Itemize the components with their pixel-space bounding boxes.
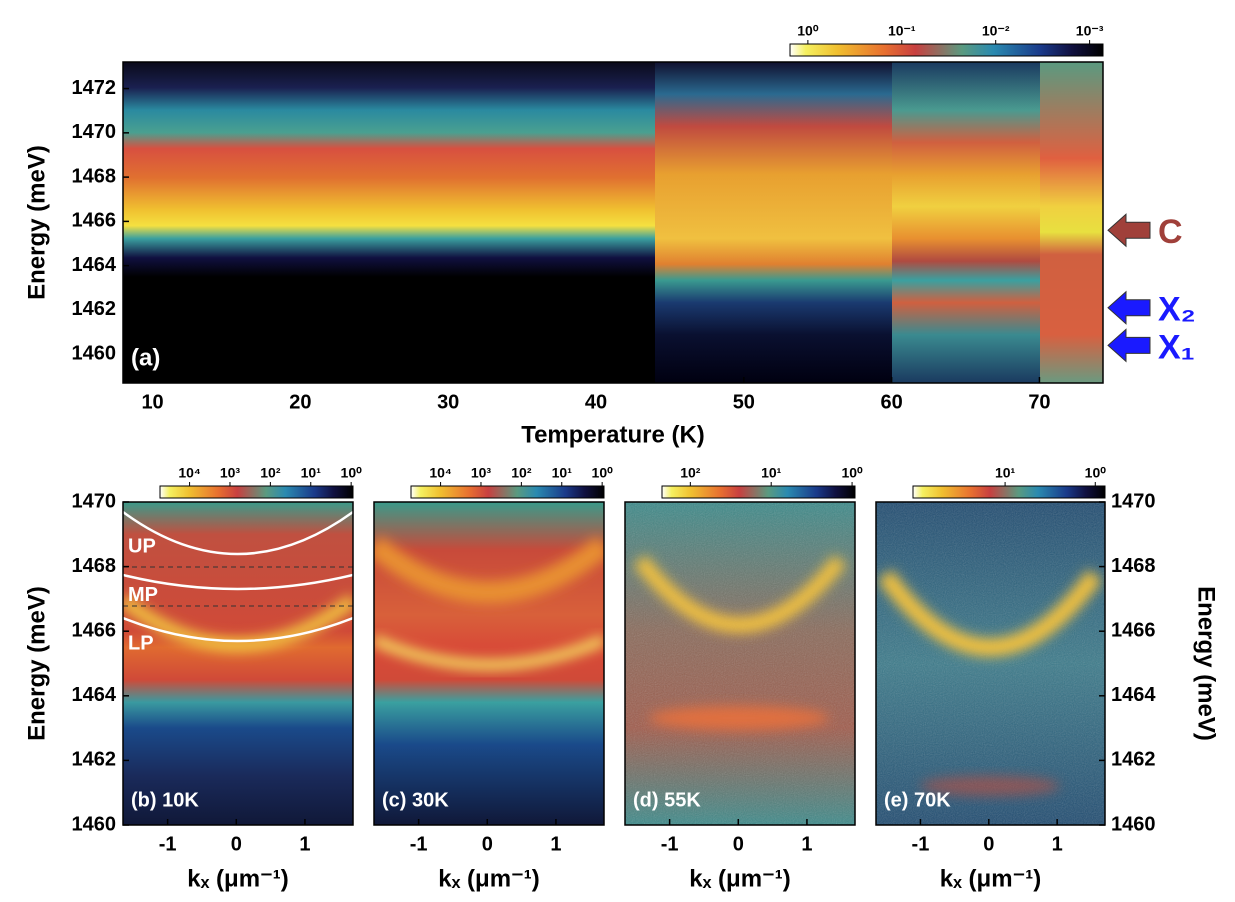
colorbar-tick-label: 10⁻² (982, 23, 1010, 39)
y-tick-label: 1464 (72, 254, 117, 276)
panel-label: (d) 55K (633, 789, 701, 811)
plot-frame (875, 501, 1106, 826)
x-tick-label: 1 (299, 833, 310, 855)
y-tick-label: 1460 (1111, 813, 1156, 835)
y-tick-label: 1460 (72, 813, 117, 835)
y-tick-label: 1462 (72, 298, 117, 320)
y-tick-label: 1464 (1111, 684, 1156, 706)
panel-label: (e) 70K (884, 789, 951, 811)
x-tick-label: 50 (733, 391, 755, 413)
heatmap-c (374, 502, 604, 825)
annotation: C (1158, 213, 1183, 251)
y-tick-label: 1470 (1111, 490, 1156, 512)
colorbar-tick-label: 10³ (471, 465, 492, 481)
annotation-arrow (1107, 328, 1151, 363)
colorbar-tick-label: 10⁰ (797, 23, 819, 39)
colorbar-tick-label: 10⁻³ (1076, 23, 1104, 39)
y-axis-label: Energy (meV) (23, 586, 50, 741)
y-tick-label: 1462 (1111, 749, 1156, 771)
y-tick-label: 1466 (72, 619, 117, 641)
colorbar-tick-label: 10⁴ (429, 465, 452, 481)
y-tick-label: 1470 (72, 121, 117, 143)
colorbar (661, 485, 856, 499)
y-tick-label: 1466 (1111, 619, 1156, 641)
x-tick-label: 1 (1052, 833, 1063, 855)
x-axis-label: kₓ (μm⁻¹) (940, 865, 1041, 892)
panel-label: (b) 10K (131, 789, 199, 811)
x-axis-label: Temperature (K) (521, 421, 705, 448)
plot-frame (122, 61, 1104, 384)
x-tick-label: -1 (661, 833, 679, 855)
colorbar-tick-label: 10³ (220, 465, 241, 481)
heatmap-d (625, 502, 855, 825)
y-tick-label: 1460 (72, 343, 117, 365)
plot-frame (122, 501, 354, 826)
x-tick-label: -1 (912, 833, 930, 855)
plot-frame (373, 501, 605, 826)
x-tick-label: 60 (881, 391, 903, 413)
heatmap-b (123, 502, 353, 825)
y-axis-label: Energy (meV) (1193, 586, 1220, 741)
x-tick-label: 0 (231, 833, 242, 855)
annotation-arrow (1107, 290, 1151, 325)
colorbar-tick-label: 10² (680, 465, 701, 481)
annotation: X₂ (1158, 291, 1196, 329)
colorbar (410, 485, 605, 499)
y-tick-label: 1464 (72, 684, 117, 706)
y-tick-label: 1462 (72, 749, 117, 771)
x-axis-label: kₓ (μm⁻¹) (187, 865, 288, 892)
x-tick-label: 30 (437, 391, 459, 413)
x-tick-label: 70 (1028, 391, 1050, 413)
colorbar (159, 485, 354, 499)
colorbar-tick-label: 10⁻¹ (888, 23, 916, 39)
x-tick-label: 0 (733, 833, 744, 855)
y-tick-label: 1466 (72, 210, 117, 232)
annotation: MP (128, 584, 158, 606)
plot-frame (624, 501, 856, 826)
heatmap-a (123, 62, 1103, 383)
x-tick-label: 20 (289, 391, 311, 413)
x-tick-label: -1 (410, 833, 428, 855)
panel-label: (c) 30K (382, 789, 449, 811)
colorbar-tick-label: 10⁰ (341, 465, 363, 481)
annotation: UP (128, 536, 156, 558)
panel-label: (a) (131, 344, 160, 371)
colorbar-tick-label: 10² (511, 465, 532, 481)
colorbar-tick-label: 10² (260, 465, 281, 481)
colorbar-tick-label: 10⁰ (841, 465, 863, 481)
x-tick-label: 0 (983, 833, 994, 855)
colorbar (912, 485, 1106, 499)
colorbar-tick-label: 10¹ (301, 465, 322, 481)
y-tick-label: 1472 (72, 77, 117, 99)
x-axis-label: kₓ (μm⁻¹) (438, 865, 539, 892)
annotation: LP (128, 632, 154, 654)
colorbar (789, 43, 1104, 57)
colorbar-tick-label: 10¹ (995, 465, 1016, 481)
y-tick-label: 1470 (72, 490, 117, 512)
x-tick-label: 0 (482, 833, 493, 855)
colorbar-tick-label: 10⁰ (592, 465, 614, 481)
x-tick-label: 1 (550, 833, 561, 855)
annotation-arrow (1107, 213, 1151, 248)
colorbar-tick-label: 10⁰ (1085, 465, 1107, 481)
colorbar-tick-label: 10¹ (552, 465, 573, 481)
heatmap-e (876, 502, 1105, 825)
x-tick-label: 10 (141, 391, 163, 413)
x-axis-label: kₓ (μm⁻¹) (689, 865, 790, 892)
y-tick-label: 1468 (1111, 555, 1156, 577)
y-tick-label: 1468 (72, 555, 117, 577)
x-tick-label: 1 (801, 833, 812, 855)
x-tick-label: -1 (159, 833, 177, 855)
colorbar-tick-label: 10¹ (761, 465, 782, 481)
colorbar-tick-label: 10⁴ (178, 465, 201, 481)
annotation: X₁ (1158, 328, 1195, 366)
x-tick-label: 40 (585, 391, 607, 413)
y-axis-label: Energy (meV) (23, 145, 50, 300)
y-tick-label: 1468 (72, 165, 117, 187)
